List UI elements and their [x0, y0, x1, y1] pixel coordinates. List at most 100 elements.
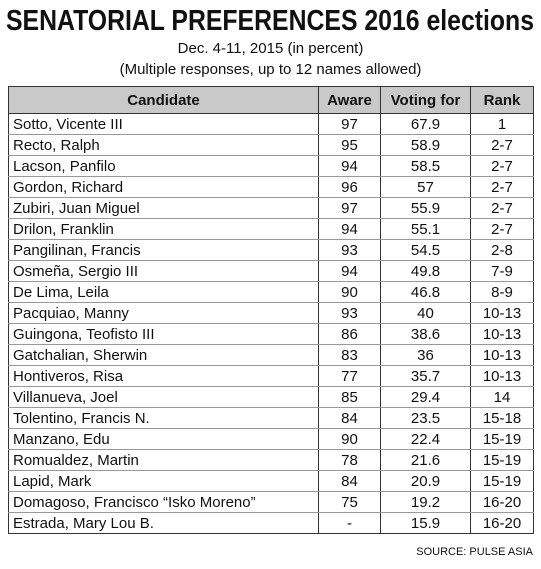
cell: 10-13: [470, 323, 534, 345]
candidate: Estrada, Mary Lou B.: [8, 512, 319, 534]
cell: 20.9: [380, 470, 471, 492]
cell: 14: [470, 386, 534, 408]
cell: 83: [318, 344, 381, 366]
cell: 2-7: [470, 197, 534, 219]
cell: 58.5: [380, 155, 471, 177]
cell: 46.8: [380, 281, 471, 303]
cell: 40: [380, 302, 471, 324]
row: Domagoso, Francisco “Isko Moreno” 75 19.2 1…: [8, 491, 534, 513]
candidate: Gordon, Richard: [8, 176, 319, 198]
candidate: Tolentino, Francis N.: [8, 407, 319, 429]
cell: 15-19: [470, 449, 534, 471]
cell: 7-9: [470, 260, 534, 282]
row: Romualdez, Martin 78 21.6 15-19: [8, 449, 534, 471]
cell: 2-7: [470, 218, 534, 240]
subtitle: Dec. 4-11, 2015 (in percent): [177, 40, 364, 57]
cell: 67.9: [380, 113, 471, 135]
cell: 94: [318, 260, 381, 282]
cell: 2-7: [470, 176, 534, 198]
candidate: Romualdez, Martin: [8, 449, 319, 471]
cell: 16-20: [470, 512, 534, 534]
row: Hontiveros, Risa 77 35.7 10-13: [8, 365, 534, 387]
cell: 84: [318, 470, 381, 492]
cell: 29.4: [380, 386, 471, 408]
candidate: Sotto, Vicente III: [8, 113, 319, 135]
cell: 10-13: [470, 302, 534, 324]
candidate: Drilon, Franklin: [8, 218, 319, 240]
row: Villanueva, Joel 85 29.4 14: [8, 386, 534, 408]
cell: 2-7: [470, 134, 534, 156]
cell: 90: [318, 428, 381, 450]
header-row: Candidate Aware Voting for Rank: [8, 86, 534, 114]
row: Gatchalian, Sherwin 83 36 10-13: [8, 344, 534, 366]
cell: 49.8: [380, 260, 471, 282]
title-box: SENATORIAL PREFERENCES 2016 elections: [6, 5, 534, 36]
row: Guingona, Teofisto III 86 38.6 10-13: [8, 323, 534, 345]
row: Drilon, Franklin 94 55.1 2-7: [8, 218, 534, 240]
cell: 86: [318, 323, 381, 345]
row: Gordon, Richard 96 57 2-7: [8, 176, 534, 198]
cell: 21.6: [380, 449, 471, 471]
cell: 15.9: [380, 512, 471, 534]
candidate: Guingona, Teofisto III: [8, 323, 319, 345]
candidate: Lapid, Mark: [8, 470, 319, 492]
cell: 10-13: [470, 365, 534, 387]
cell: 2-7: [470, 155, 534, 177]
column-header: Voting for: [380, 86, 471, 114]
candidate: Hontiveros, Risa: [8, 365, 319, 387]
cell: 23.5: [380, 407, 471, 429]
cell: 10-13: [470, 344, 534, 366]
cell: 35.7: [380, 365, 471, 387]
cell: 85: [318, 386, 381, 408]
cell: 1: [470, 113, 534, 135]
table-body: Sotto, Vicente III 97 67.9 1 Recto, Ralph 95 5…: [8, 113, 534, 534]
cell: 22.4: [380, 428, 471, 450]
candidate: Pangilinan, Francis: [8, 239, 319, 261]
cell: 55.1: [380, 218, 471, 240]
cell: 55.9: [380, 197, 471, 219]
cell: 97: [318, 197, 381, 219]
cell: 94: [318, 218, 381, 240]
row: Pangilinan, Francis 93 54.5 2-8: [8, 239, 534, 261]
row: Estrada, Mary Lou B. -15.9 16-20: [8, 512, 534, 534]
candidate: Recto, Ralph: [8, 134, 319, 156]
candidate: Osmeña, Sergio III: [8, 260, 319, 282]
candidate: Lacson, Panfilo: [8, 155, 319, 177]
cell: 57: [380, 176, 471, 198]
row: Lacson, Panfilo 94 58.5 2-7: [8, 155, 534, 177]
row: Osmeña, Sergio III 94 49.8 7-9: [8, 260, 534, 282]
cell: 90: [318, 281, 381, 303]
cell: 77: [318, 365, 381, 387]
column-header: Rank: [470, 86, 534, 114]
cell: 36: [380, 344, 471, 366]
column-header: Aware: [318, 86, 381, 114]
cell: 15-19: [470, 470, 534, 492]
cell: -: [318, 512, 381, 534]
cell: 93: [318, 302, 381, 324]
row: Pacquiao, Manny 93 40 10-13: [8, 302, 534, 324]
cell: 97: [318, 113, 381, 135]
cell: 94: [318, 155, 381, 177]
cell: 93: [318, 239, 381, 261]
cell: 96: [318, 176, 381, 198]
row: De Lima, Leila 90 46.8 8-9: [8, 281, 534, 303]
cell: 54.5: [380, 239, 471, 261]
cell: 15-19: [470, 428, 534, 450]
table: Candidate Aware Voting for Rank Sotto, Vice…: [8, 86, 534, 534]
title: SENATORIAL PREFERENCES 2016 elections: [6, 5, 534, 36]
row: Zubiri, Juan Miguel 97 55.9 2-7: [8, 197, 534, 219]
row: Manzano, Edu 90 22.4 15-19: [8, 428, 534, 450]
candidate: De Lima, Leila: [8, 281, 319, 303]
cell: 2-8: [470, 239, 534, 261]
cell: 19.2: [380, 491, 471, 513]
candidate: Domagoso, Francisco “Isko Moreno”: [8, 491, 319, 513]
cell: 15-18: [470, 407, 534, 429]
cell: 78: [318, 449, 381, 471]
candidate: Villanueva, Joel: [8, 386, 319, 408]
cell: 95: [318, 134, 381, 156]
cell: 8-9: [470, 281, 534, 303]
cell: 75: [318, 491, 381, 513]
candidate: Zubiri, Juan Miguel: [8, 197, 319, 219]
note: (Multiple responses, up to 12 names allo…: [119, 61, 422, 78]
